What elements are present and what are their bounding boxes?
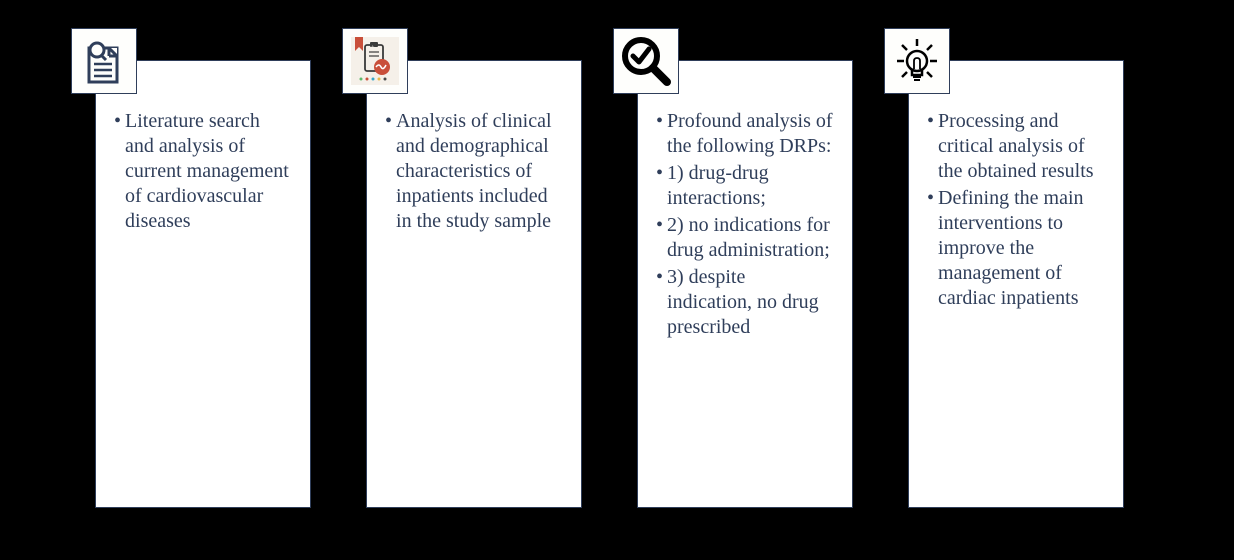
bullet-icon: • <box>656 213 663 238</box>
card-4-item-2: • Defining the main interventions to imp… <box>927 186 1105 311</box>
bullet-icon: • <box>114 109 121 134</box>
bullet-icon: • <box>385 109 392 134</box>
card-1-item-1: • Literature search and analysis of curr… <box>114 109 292 234</box>
card-text: Defining the main interventions to impro… <box>938 186 1105 311</box>
bullet-icon: • <box>656 109 663 134</box>
card-text: Profound analysis of the following DRPs: <box>667 109 834 159</box>
clipboard-bookmark-icon: + <box>349 35 401 87</box>
process-cards-row: • Literature search and analysis of curr… <box>0 0 1234 548</box>
bullet-icon: • <box>927 109 934 134</box>
bullet-icon: • <box>656 161 663 186</box>
card-wrapper-4: • Processing and critical analysis of th… <box>908 60 1139 508</box>
card-1: • Literature search and analysis of curr… <box>95 60 311 508</box>
card-2: • Analysis of clinical and demographical… <box>366 60 582 508</box>
card-text: 3) despite indication, no drug prescribe… <box>667 265 834 340</box>
card-text: Literature search and analysis of curren… <box>125 109 292 234</box>
card-3-item-1: • Profound analysis of the following DRP… <box>656 109 834 159</box>
card-4: • Processing and critical analysis of th… <box>908 60 1124 508</box>
card-3-item-3: • 2) no indications for drug administrat… <box>656 213 834 263</box>
card-3: • Profound analysis of the following DRP… <box>637 60 853 508</box>
icon-box-4 <box>884 28 950 94</box>
card-4-item-1: • Processing and critical analysis of th… <box>927 109 1105 184</box>
lightbulb-icon <box>891 35 943 87</box>
document-search-icon <box>79 36 129 86</box>
card-3-item-2: • 1) drug-drug interactions; <box>656 161 834 211</box>
card-wrapper-1: • Literature search and analysis of curr… <box>95 60 326 508</box>
card-wrapper-2: + • Analysis of clinical and demographic… <box>366 60 597 508</box>
icon-box-3 <box>613 28 679 94</box>
card-2-item-1: • Analysis of clinical and demographical… <box>385 109 563 234</box>
card-3-item-4: • 3) despite indication, no drug prescri… <box>656 265 834 340</box>
bullet-icon: • <box>927 186 934 211</box>
card-wrapper-3: • Profound analysis of the following DRP… <box>637 60 868 508</box>
card-text: 1) drug-drug interactions; <box>667 161 834 211</box>
icon-box-1 <box>71 28 137 94</box>
icon-box-2: + <box>342 28 408 94</box>
bullet-icon: • <box>656 265 663 290</box>
card-text: 2) no indications for drug administratio… <box>667 213 834 263</box>
magnify-check-icon <box>619 34 673 88</box>
card-text: Analysis of clinical and demographical c… <box>396 109 563 234</box>
card-text: Processing and critical analysis of the … <box>938 109 1105 184</box>
